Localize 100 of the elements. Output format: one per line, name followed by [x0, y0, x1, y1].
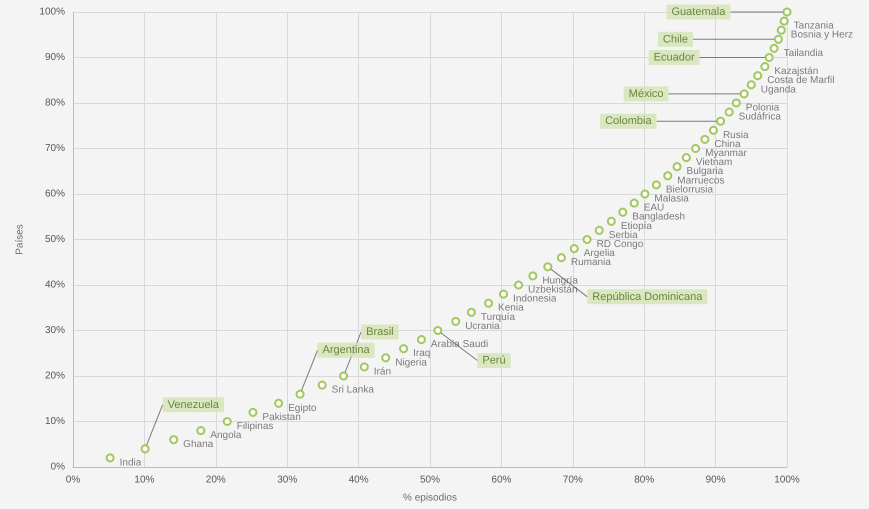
- point: [746, 80, 756, 90]
- y-tick-label: 100%: [39, 6, 66, 18]
- point: [433, 326, 442, 335]
- point: [782, 8, 792, 16]
- data-label: Perú: [482, 354, 506, 366]
- data-label: Turquía: [480, 312, 516, 323]
- data-label: EAU: [644, 202, 664, 214]
- point: [582, 235, 592, 244]
- data-label: Bielorrusia: [666, 184, 714, 196]
- point: [760, 62, 770, 72]
- point: [708, 126, 718, 135]
- x-axis-title: % episodios: [403, 492, 457, 504]
- point: [296, 390, 305, 399]
- point: [780, 16, 789, 26]
- point: [691, 144, 700, 153]
- point: [753, 71, 762, 80]
- x-tick-label: 70%: [562, 474, 583, 486]
- y-tick-label: 0%: [50, 462, 66, 472]
- point: [724, 108, 734, 117]
- data-label: Chile: [662, 33, 688, 46]
- point: [640, 190, 650, 198]
- x-tick-label: 40%: [348, 474, 369, 486]
- data-label: Bulgaria: [686, 166, 724, 178]
- point: [663, 171, 672, 180]
- point: [672, 162, 682, 172]
- y-tick-label: 10%: [44, 416, 66, 427]
- point: [774, 34, 783, 44]
- y-tick-label: 60%: [44, 188, 66, 200]
- data-label: Vietnam: [696, 157, 732, 168]
- x-tick-label: 10%: [134, 474, 155, 486]
- data-label: Polonia: [746, 102, 780, 114]
- data-label: Uzbekistán: [528, 284, 578, 296]
- y-tick-label: 70%: [44, 143, 66, 154]
- point: [594, 226, 604, 235]
- data-label: Kazajstán: [774, 66, 818, 78]
- data-label: Uganda: [760, 84, 796, 96]
- point: [222, 417, 232, 426]
- point: [514, 280, 524, 290]
- point: [543, 262, 552, 272]
- point: [606, 216, 616, 226]
- data-label: Malasia: [654, 194, 690, 204]
- x-tick-label: 60%: [491, 474, 512, 486]
- point: [682, 153, 691, 162]
- data-label: Argelia: [584, 248, 616, 260]
- point: [196, 426, 206, 436]
- point: [451, 316, 460, 326]
- data-label: Ucrania: [465, 320, 500, 332]
- point: [630, 198, 639, 208]
- data-label: Ghana: [183, 439, 214, 450]
- point: [318, 380, 327, 390]
- point: [776, 26, 786, 35]
- data-label: Rumania: [570, 257, 612, 268]
- data-label: República Dominicana: [592, 290, 704, 303]
- x-tick-label: 90%: [706, 474, 726, 486]
- point: [570, 244, 579, 254]
- y-tick-label: 80%: [44, 98, 66, 108]
- point: [106, 453, 115, 462]
- point: [556, 253, 566, 262]
- data-label: Myanmar: [705, 148, 748, 159]
- data-label: Bangladesh: [632, 212, 686, 223]
- point: [381, 353, 390, 362]
- point: [248, 408, 258, 417]
- point: [360, 362, 369, 372]
- data-label: Iraq: [413, 348, 430, 360]
- x-tick-label: 80%: [634, 474, 654, 486]
- data-label: Pakistan: [262, 412, 301, 423]
- data-label: Kenia: [498, 302, 524, 314]
- data-label: Egipto: [288, 402, 317, 414]
- data-label: Etiopía: [620, 220, 652, 232]
- x-tick-label: 0%: [66, 474, 80, 486]
- point: [169, 435, 178, 444]
- point: [716, 116, 726, 126]
- y-tick-label: 30%: [44, 325, 66, 336]
- point: [466, 308, 476, 317]
- data-label: Venezuela: [168, 398, 220, 411]
- data-label: Nigeria: [395, 357, 428, 368]
- data-label: Indonesia: [513, 294, 557, 305]
- point: [528, 271, 538, 280]
- data-label: India: [120, 457, 142, 468]
- point: [618, 208, 628, 217]
- x-tick-label: 100%: [774, 474, 800, 486]
- point: [484, 298, 494, 308]
- point: [764, 53, 774, 62]
- data-label: Rusia: [722, 130, 749, 141]
- data-label: Sudáfrica: [738, 112, 782, 123]
- data-label: Tailandia: [784, 48, 824, 59]
- data-label: Colombia: [605, 115, 652, 128]
- data-label: Brasil: [366, 326, 394, 338]
- point: [700, 134, 710, 144]
- data-label: Filipinas: [236, 421, 274, 432]
- point: [274, 398, 284, 408]
- data-label: Argentina: [322, 344, 371, 356]
- point: [732, 98, 741, 108]
- data-label: RD Congo: [596, 239, 644, 250]
- y-tick-label: 90%: [44, 52, 66, 63]
- point: [652, 180, 661, 190]
- point: [416, 335, 426, 344]
- y-axis-title: Países: [14, 224, 26, 255]
- data-label: México: [628, 88, 664, 100]
- point: [499, 290, 508, 299]
